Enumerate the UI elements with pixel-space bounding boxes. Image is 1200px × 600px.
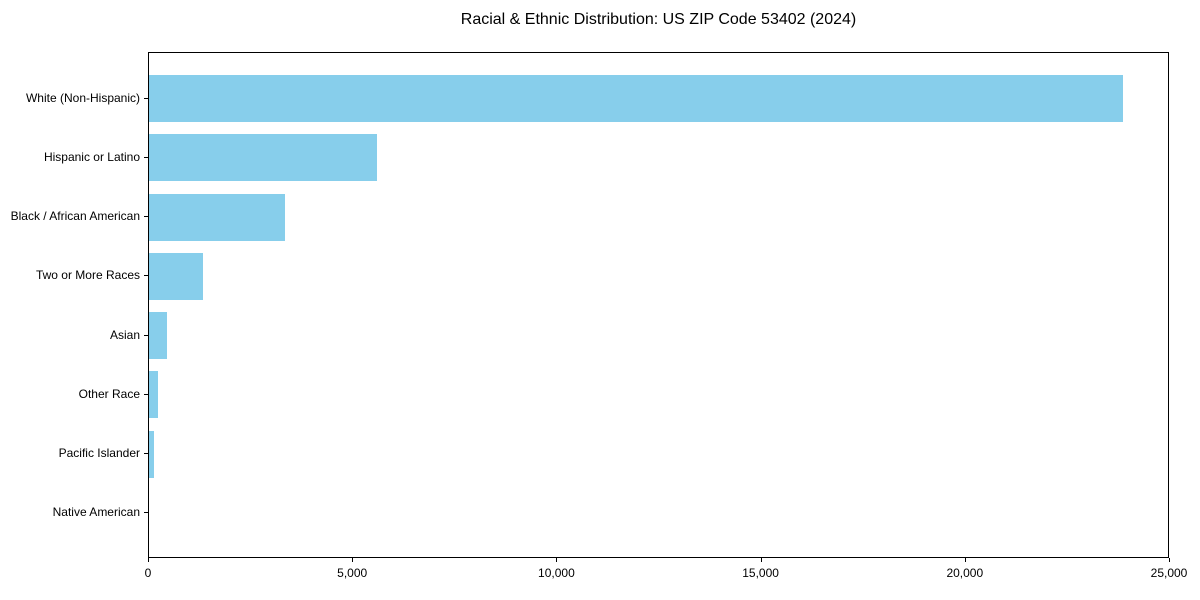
y-tick-mark	[144, 453, 148, 454]
x-tick-label: 0	[144, 566, 152, 580]
y-tick-label: Native American	[52, 505, 140, 520]
y-tick-label: Pacific Islander	[58, 446, 140, 461]
x-tick-label: 10,000	[538, 566, 575, 580]
y-tick-mark	[144, 98, 148, 99]
x-tick-label: 20,000	[946, 566, 984, 580]
plot-area	[148, 52, 1169, 558]
bar-asian	[149, 312, 167, 360]
y-tick-label: Other Race	[78, 386, 140, 401]
x-tick-mark	[761, 558, 762, 562]
bar-white-non-hispanic	[149, 75, 1123, 123]
x-tick-mark	[965, 558, 966, 562]
x-tick-label: 15,000	[742, 566, 779, 580]
y-tick-label: Asian	[109, 327, 140, 342]
x-tick-mark	[1169, 558, 1170, 562]
x-tick-mark	[352, 558, 353, 562]
y-tick-mark	[144, 216, 148, 217]
x-tick-mark	[148, 558, 149, 562]
y-tick-mark	[144, 394, 148, 395]
bar-other-race	[149, 371, 158, 419]
y-tick-mark	[144, 275, 148, 276]
x-tick-label: 25,000	[1150, 566, 1188, 580]
y-tick-label: Black / African American	[10, 209, 140, 224]
y-tick-label: Hispanic or Latino	[43, 149, 140, 164]
chart-title: Racial & Ethnic Distribution: US ZIP Cod…	[460, 11, 857, 28]
bar-black-african-american	[149, 193, 285, 241]
y-tick-mark	[144, 512, 148, 513]
y-tick-mark	[144, 157, 148, 158]
y-tick-mark	[144, 335, 148, 336]
x-tick-mark	[556, 558, 557, 562]
y-tick-label: White (Non-Hispanic)	[25, 90, 140, 105]
bar-hispanic-or-latino	[149, 134, 377, 182]
x-tick-label: 5,000	[337, 566, 368, 580]
bar-two-or-more-races	[149, 252, 203, 300]
bar-pacific-islander	[149, 430, 154, 478]
y-tick-label: Two or More Races	[35, 268, 140, 283]
